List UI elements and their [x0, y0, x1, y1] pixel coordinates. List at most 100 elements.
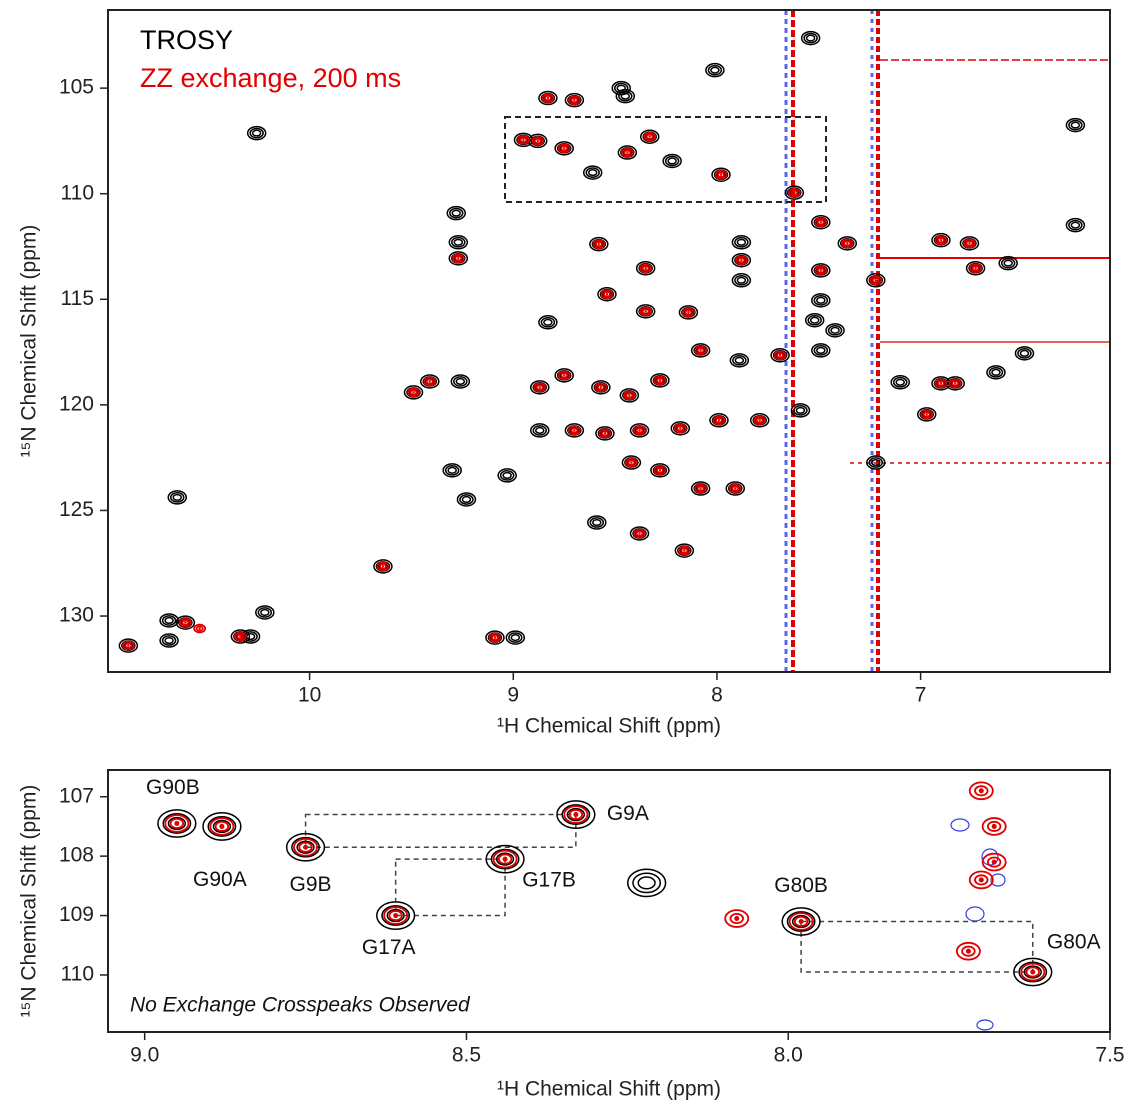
peak: [600, 289, 614, 300]
contour: [986, 820, 1002, 832]
contour: [937, 237, 945, 244]
contour: [788, 912, 814, 931]
contour: [490, 848, 520, 870]
contour: [169, 492, 185, 503]
contour: [969, 263, 982, 274]
peak: [450, 374, 471, 389]
contour: [816, 296, 826, 304]
peak: [705, 62, 725, 78]
peak-label: G80A: [1047, 931, 1101, 954]
contour: [293, 837, 319, 857]
plot-frame: [107, 769, 1111, 1033]
contour: [814, 265, 828, 276]
contour: [645, 133, 654, 140]
contour: [554, 141, 574, 156]
peak: [633, 425, 646, 436]
contour-core: [974, 267, 977, 270]
contour: [629, 423, 650, 438]
peak: [530, 423, 550, 438]
contour: [988, 367, 1004, 378]
contour-core: [978, 877, 984, 883]
peak: [442, 463, 462, 478]
contour: [790, 189, 799, 196]
contour-core: [991, 823, 997, 829]
contour: [451, 253, 465, 264]
contour: [373, 559, 393, 574]
contour: [538, 315, 558, 330]
peak: [567, 425, 581, 436]
contour-core: [605, 293, 609, 296]
contour: [736, 238, 747, 246]
contour: [955, 941, 981, 961]
peak: [376, 561, 390, 572]
x-tick-label: 8: [711, 684, 723, 707]
contour: [825, 323, 845, 338]
peak: [557, 370, 571, 381]
peak: [620, 147, 634, 158]
contour-core: [502, 856, 508, 862]
peak: [920, 409, 934, 420]
contour-core: [1030, 969, 1036, 975]
peak: [753, 415, 767, 426]
contour-core: [734, 916, 740, 922]
contour: [564, 92, 585, 108]
peak: [625, 457, 638, 468]
contour: [485, 844, 525, 874]
peak: [948, 378, 962, 389]
contour: [595, 426, 615, 441]
contour: [508, 632, 523, 643]
contour: [557, 143, 571, 154]
contour-core: [925, 413, 928, 416]
contour: [811, 214, 831, 230]
contour: [827, 324, 843, 336]
contour: [594, 382, 608, 393]
y-tick-label: 107: [59, 784, 94, 807]
peak: [653, 375, 667, 386]
x-axis-label: ¹H Chemical Shift (ppm): [497, 715, 721, 738]
contour: [1013, 957, 1053, 987]
contour-core: [536, 139, 539, 143]
contour: [1014, 346, 1035, 361]
peak: [538, 315, 558, 330]
contour: [965, 261, 986, 276]
peak: [639, 263, 653, 274]
contour: [869, 275, 883, 286]
contour: [164, 814, 190, 833]
contour: [561, 804, 591, 825]
contour: [585, 167, 600, 178]
contour-core: [679, 427, 682, 430]
contour: [615, 88, 636, 104]
peak: [724, 909, 750, 928]
contour-core: [778, 354, 782, 357]
contour: [1068, 119, 1083, 131]
peak: [731, 273, 752, 288]
peak: [233, 631, 247, 642]
peak: [533, 382, 547, 393]
peak-label: G9B: [290, 873, 332, 896]
contour-core: [522, 138, 525, 142]
contour: [807, 314, 822, 326]
peak: [209, 817, 235, 836]
x-tick-label: 9.0: [130, 1044, 159, 1067]
contour: [587, 169, 598, 177]
contour: [710, 66, 720, 74]
contour: [714, 169, 728, 180]
contour: [813, 345, 829, 356]
contour: [591, 380, 611, 395]
peak: [592, 239, 606, 250]
peak: [633, 528, 646, 539]
contour-core: [457, 257, 460, 260]
contour: [981, 852, 1007, 872]
contour: [809, 316, 820, 324]
contour: [816, 219, 825, 226]
peak: [626, 868, 667, 898]
contour-core: [573, 429, 576, 432]
peak: [804, 312, 825, 328]
contour: [596, 384, 605, 391]
contour: [974, 785, 989, 797]
contour-core: [198, 627, 201, 630]
contour: [442, 463, 462, 478]
contour: [592, 239, 606, 250]
contour: [1065, 117, 1086, 133]
contour: [167, 816, 187, 831]
